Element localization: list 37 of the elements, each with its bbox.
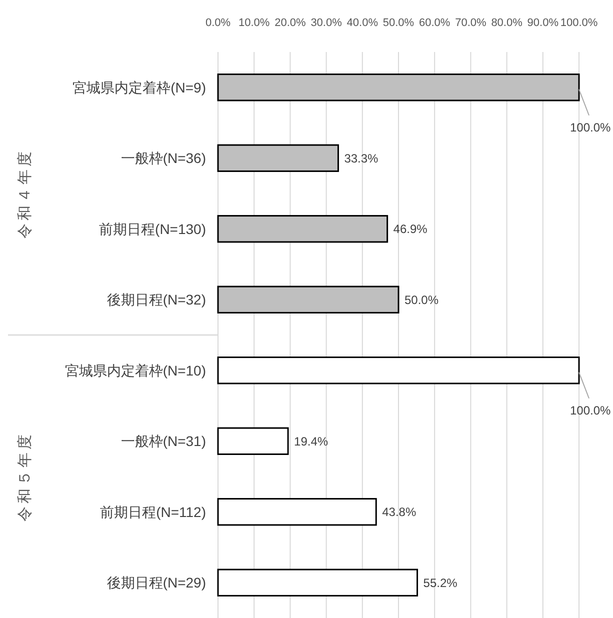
y-tick-label: 一般枠(N=31) — [120, 433, 206, 450]
x-tick-label: 50.0% — [382, 17, 414, 29]
y-tick-label: 前期日程(N=112) — [100, 504, 206, 520]
data-label: 50.0% — [404, 292, 439, 307]
x-tick-label: 70.0% — [455, 17, 487, 29]
y-axis-title: 令和４年度 — [16, 148, 34, 238]
bar — [217, 144, 339, 172]
bar — [217, 215, 388, 243]
y-tick-label: 後期日程(N=29) — [106, 574, 206, 591]
y-tick-label: 後期日程(N=32) — [106, 292, 206, 308]
data-label: 33.3% — [344, 151, 379, 166]
data-label: 19.4% — [294, 434, 328, 448]
bar — [217, 427, 289, 455]
x-tick-label: 20.0% — [274, 17, 306, 29]
data-label: 46.9% — [393, 222, 428, 236]
y-tick-label: 前期日程(N=130) — [99, 220, 206, 237]
x-tick-label: 0.0% — [205, 17, 231, 29]
x-tick-label: 80.0% — [491, 17, 523, 29]
bar — [217, 74, 580, 102]
bar — [217, 356, 580, 384]
data-label: 43.8% — [382, 505, 416, 520]
y-tick-label: 宮城県内定着枠(N=9) — [72, 79, 206, 96]
y-tick-label: 一般枠(N=36) — [120, 150, 206, 166]
data-label: 100.0% — [570, 120, 612, 135]
x-tick-label: 100.0% — [560, 17, 598, 29]
y-tick-label: 宮城県内定着枠(N=10) — [64, 362, 206, 378]
bar — [217, 498, 377, 526]
x-tick-label: 90.0% — [527, 17, 559, 29]
x-tick-label: 30.0% — [310, 17, 342, 29]
bar — [217, 568, 418, 596]
x-tick-label: 60.0% — [419, 17, 450, 29]
bar — [217, 286, 400, 314]
data-label: 55.2% — [423, 576, 458, 590]
y-axis-title: 令和５年度 — [16, 432, 34, 522]
x-tick-label: 40.0% — [346, 17, 378, 29]
data-label: 100.0% — [570, 404, 612, 418]
x-tick-label: 10.0% — [238, 17, 270, 29]
